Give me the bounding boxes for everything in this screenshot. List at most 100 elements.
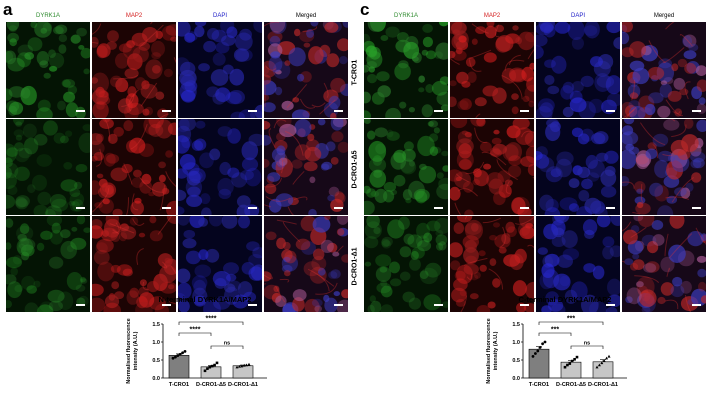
scale-bar: [520, 304, 529, 306]
micrograph-a-map2-row1: [92, 22, 176, 118]
y-tick-label: 0.0: [152, 376, 160, 382]
data-point: [531, 355, 535, 358]
scale-bar: [76, 110, 85, 112]
x-tick-label: T-CRO1: [169, 382, 189, 388]
scale-bar: [692, 207, 701, 209]
col-label-merged: Merged: [295, 13, 317, 19]
y-tick-label: 1.5: [152, 322, 160, 328]
micrograph-c-map2-row3: [450, 216, 534, 312]
data-point: [206, 367, 209, 370]
panel-letter-c: c: [360, 0, 370, 19]
data-point: [563, 365, 567, 369]
micrograph-a-merged-row3: [264, 216, 348, 312]
col-label-map2: MAP2: [483, 13, 501, 19]
scale-bar: [606, 110, 615, 112]
micrograph-c-map2-row1: [450, 22, 534, 118]
data-point: [595, 365, 599, 369]
scale-bar: [520, 110, 529, 112]
data-point: [570, 359, 574, 363]
y-tick-label: 1.0: [512, 340, 520, 346]
significance-label: ****: [206, 316, 217, 323]
data-point: [210, 364, 214, 368]
scale-bar: [434, 110, 443, 112]
significance-label: ***: [551, 327, 559, 334]
scale-bar: [606, 207, 615, 209]
significance-bracket: [210, 345, 244, 349]
micrograph-a-dyrk1a-row2: [6, 119, 90, 215]
significance-label: ns: [584, 341, 590, 347]
scale-bar: [162, 207, 171, 209]
y-tick-label: 1.5: [512, 322, 520, 328]
chart-c-terminal: C-terminal DYRK1A/MAP2 Normalised fluores…: [486, 295, 627, 388]
micrograph-a-merged-row2: [264, 119, 348, 215]
col-label-map2: MAP2: [125, 13, 143, 19]
scale-bar: [520, 207, 529, 209]
micrograph-a-dapi-row3: [178, 216, 262, 312]
chart-n-terminal: N-terminal DYRK1A/MAP2 Normalised fluores…: [126, 295, 267, 388]
y-tick-label: 1.0: [152, 340, 160, 346]
x-tick-label: D-CRO1-Δ5: [556, 382, 586, 388]
col-label-dyrk1a: DYRK1A: [393, 13, 418, 19]
y-axis-label: Normalised fluorescenceintensity (A.U.): [126, 318, 139, 383]
micrograph-c-dapi-row3: [536, 216, 620, 312]
x-tick-label: D-CRO1-Δ1: [228, 382, 258, 388]
y-axis-label: Normalised fluorescenceintensity (A.U.): [486, 318, 499, 383]
chart-title: C-terminal DYRK1A/MAP2: [519, 295, 612, 304]
scale-bar: [76, 304, 85, 306]
data-point: [245, 363, 249, 367]
micrograph-c-dyrk1a-row2: [364, 119, 448, 215]
data-point: [237, 364, 241, 368]
data-point: [600, 361, 604, 365]
y-tick-label: 0.5: [152, 358, 160, 364]
micrograph-a-dapi-row1: [178, 22, 262, 118]
significance-label: ****: [190, 327, 201, 334]
data-point: [208, 365, 212, 369]
x-tick-label: D-CRO1-Δ5: [196, 382, 226, 388]
scale-bar: [434, 304, 443, 306]
micrograph-a-map2-row2: [92, 119, 176, 215]
data-point: [203, 369, 207, 373]
micrograph-c-map2-row2: [450, 119, 534, 215]
bar: [200, 366, 222, 379]
significance-label: ns: [224, 341, 230, 347]
data-point: [607, 354, 611, 358]
row-label-t-cro1: T-CRO1: [351, 59, 359, 86]
data-point: [541, 342, 544, 346]
data-point: [543, 340, 547, 344]
scale-bar: [248, 110, 257, 112]
data-point: [575, 355, 579, 359]
data-point: [602, 359, 606, 362]
data-point: [566, 363, 569, 367]
micrograph-c-dyrk1a-row3: [364, 216, 448, 312]
bar: [592, 361, 614, 379]
scale-bar: [162, 110, 171, 112]
y-tick-label: 0.5: [512, 358, 520, 364]
data-point: [573, 357, 576, 361]
data-point: [534, 352, 537, 355]
row-label-d-cro1-d5: D-CRO1-Δ5: [351, 150, 359, 189]
micrograph-c-merged-row1: [622, 22, 706, 118]
data-point: [181, 351, 184, 355]
bar: [528, 348, 550, 379]
data-point: [538, 346, 542, 349]
scale-bar: [162, 304, 171, 306]
micrograph-c-dapi-row1: [536, 22, 620, 118]
data-point: [247, 362, 251, 366]
scale-bar: [434, 207, 443, 209]
bar: [232, 365, 254, 379]
significance-label: ***: [567, 316, 575, 323]
micrograph-a-merged-row1: [264, 22, 348, 118]
scale-bar: [334, 304, 343, 306]
micrograph-c-merged-row2: [622, 119, 706, 215]
micrograph-a-dyrk1a-row3: [6, 216, 90, 312]
col-label-merged: Merged: [653, 13, 675, 19]
micrograph-a-dyrk1a-row1: [6, 22, 90, 118]
data-point: [240, 364, 244, 368]
chart-title: N-terminal DYRK1A/MAP2: [159, 295, 252, 304]
row-label-d-cro1-d1: D-CRO1-Δ1: [351, 247, 359, 286]
y-tick-label: 0.0: [512, 376, 520, 382]
significance-bracket: [178, 321, 244, 325]
data-point: [171, 356, 175, 360]
scale-bar: [76, 207, 85, 209]
significance-bracket: [538, 321, 604, 325]
